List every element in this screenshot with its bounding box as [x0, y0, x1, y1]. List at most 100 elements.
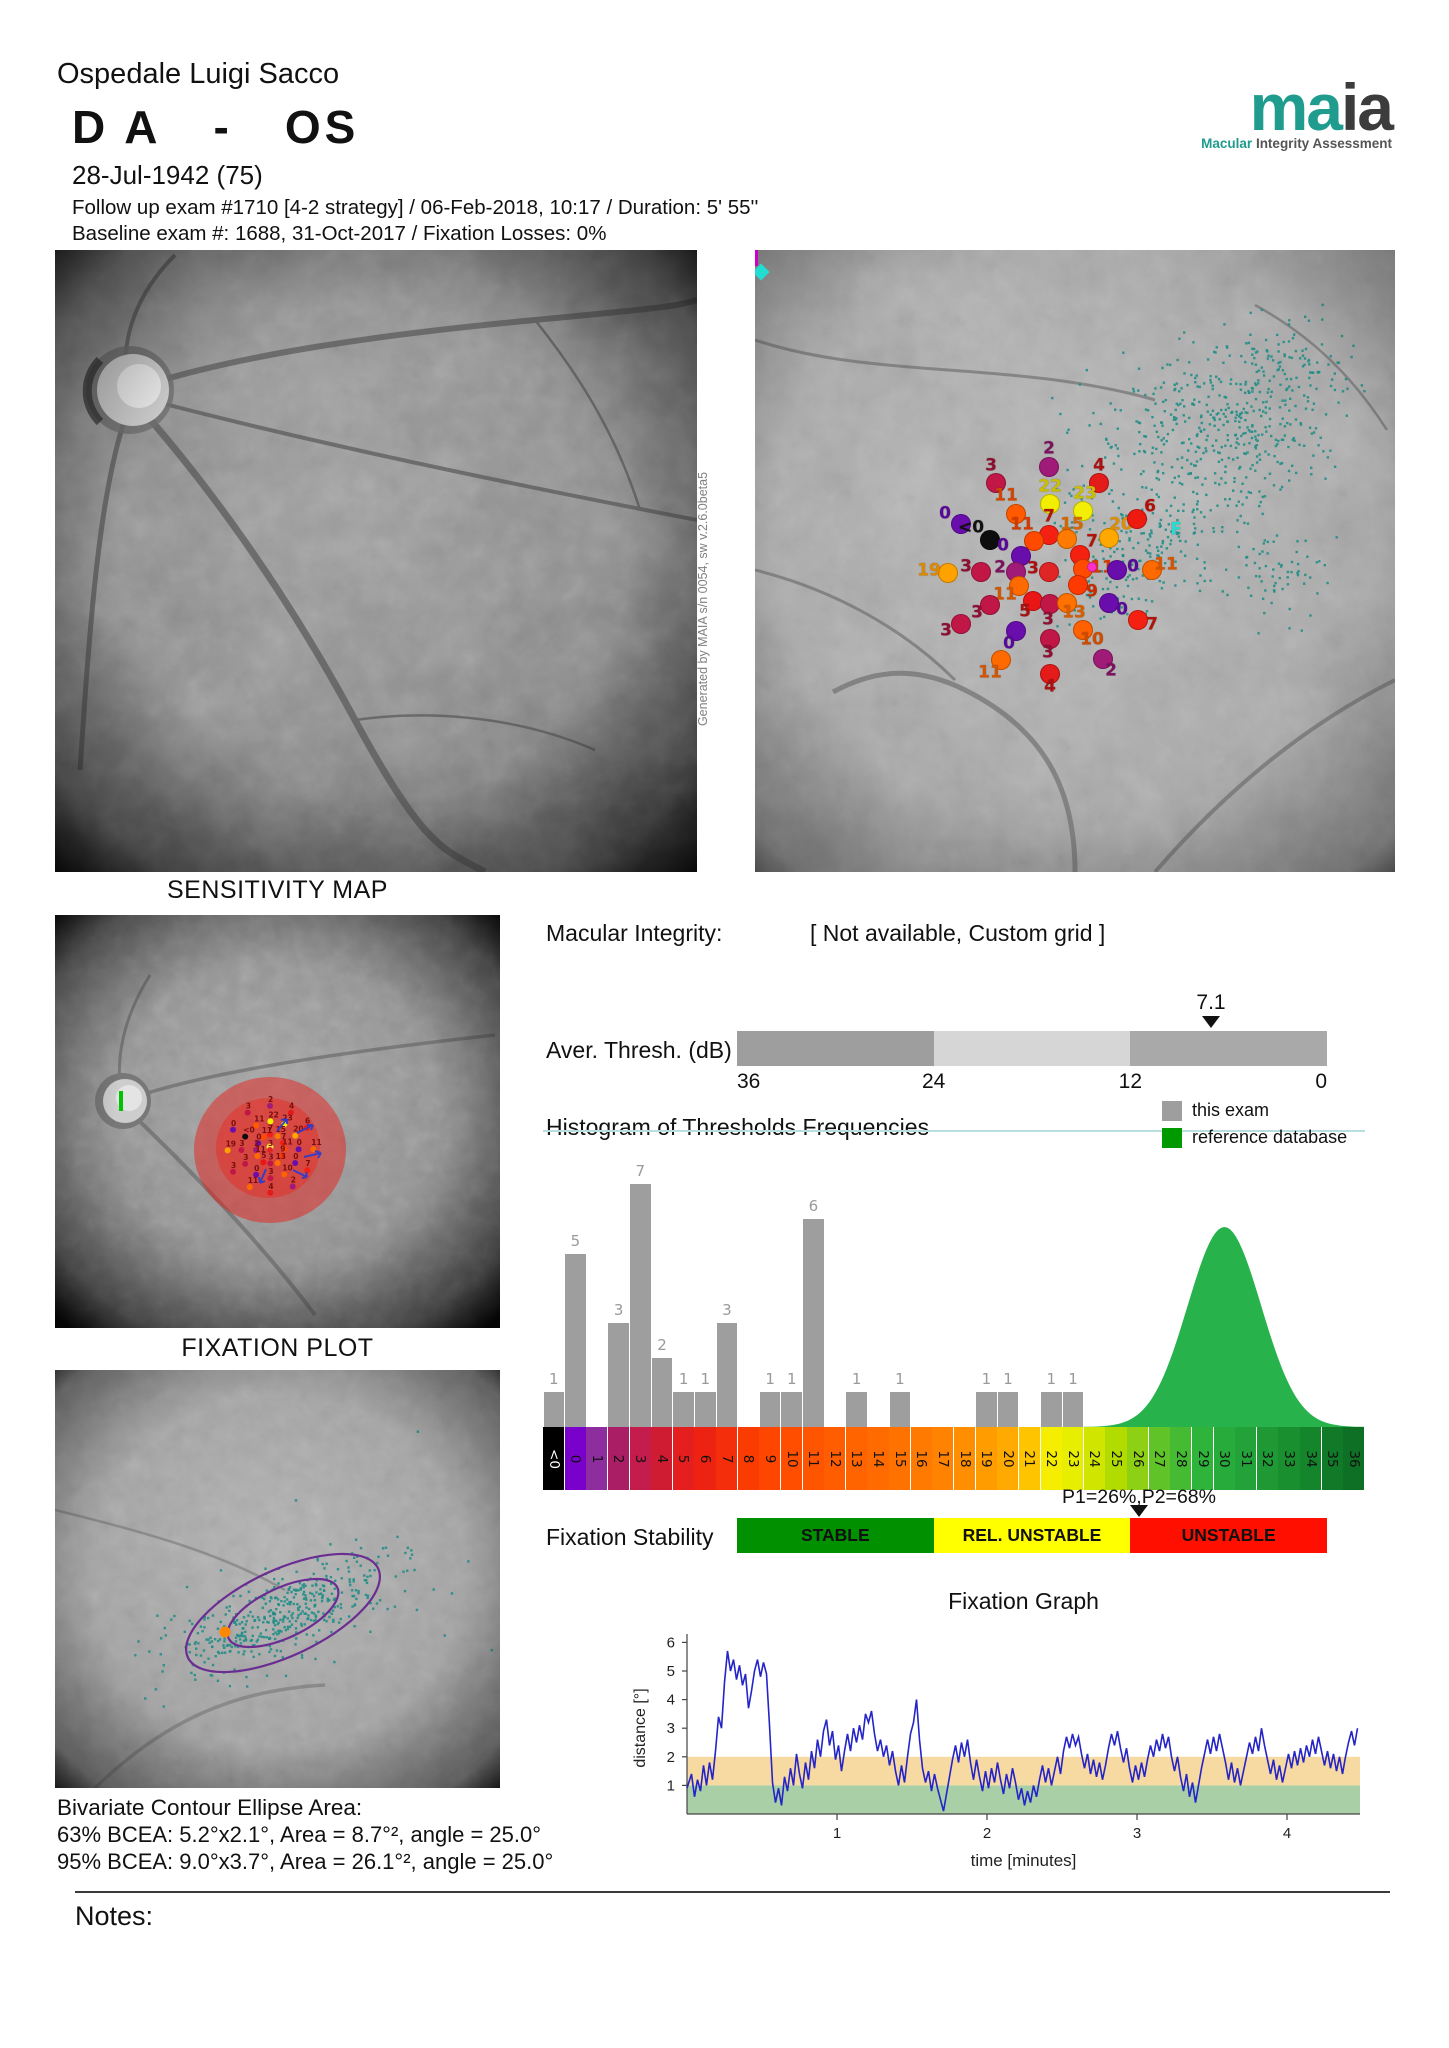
- stimulus-value-label: 7: [1043, 506, 1055, 527]
- stimulus-value-label: 0: [939, 503, 951, 524]
- histogram-axis-cell: 25: [1105, 1427, 1127, 1490]
- stimulus-point: [1057, 529, 1077, 549]
- stimulus-value-label: 2: [1043, 438, 1055, 459]
- histogram-axis-cell: 10: [780, 1427, 803, 1490]
- y-tick-label: 1: [667, 1777, 675, 1794]
- histogram-axis-cell: 34: [1300, 1427, 1322, 1490]
- histogram-bar-count: 3: [722, 1300, 732, 1319]
- stimulus-value-label: 20: [1109, 514, 1133, 535]
- histogram-axis-label: 27: [1151, 1449, 1168, 1468]
- logo-tagline-dark: Integrity Assessment: [1252, 136, 1392, 151]
- stimulus-point: [991, 650, 1011, 670]
- legend-swatch: [1162, 1127, 1182, 1148]
- histogram-axis-label: 24: [1086, 1449, 1103, 1468]
- histogram-axis-cell: 28: [1170, 1427, 1192, 1490]
- stimulus-grid-overlay: 2 3 4 22 23 11 0 <0 7 11 15 20 6 0 7 19 3 2 3 11 0 11 11 9 3 5 3 13…: [755, 250, 1395, 872]
- histogram-bar-count: 1: [700, 1370, 710, 1389]
- fixation-loss-line: [755, 250, 758, 266]
- histogram-bar-count: 1: [1046, 1370, 1057, 1389]
- stability-segment: REL. UNSTABLE: [933, 1518, 1131, 1553]
- x-tick-label: 4: [1283, 1825, 1291, 1842]
- histogram-bar-count: 2: [657, 1335, 667, 1354]
- stimulus-value-label: 3: [960, 556, 972, 577]
- logo-text-dark: ia: [1340, 70, 1394, 144]
- legend-label: reference database: [1192, 1127, 1348, 1147]
- histogram-axis-label: 9: [761, 1454, 778, 1463]
- fundus-photo-left-image: [55, 250, 697, 872]
- stimulus-value-label: 3: [971, 602, 983, 623]
- histogram-bar: [1062, 1392, 1084, 1427]
- histogram-axis-cell: 24: [1083, 1427, 1105, 1490]
- stimulus-value-label: <0: [957, 517, 985, 538]
- legend-item: reference database: [1162, 1127, 1347, 1148]
- stimulus-value-label: 4: [1044, 676, 1056, 697]
- stimulus-point: [1107, 560, 1127, 580]
- stimulus-point: [986, 473, 1006, 493]
- histogram-bar: [997, 1392, 1019, 1427]
- stimulus-point: [1039, 525, 1059, 545]
- aver-thresh-tick: 24: [921, 1070, 946, 1093]
- histogram-bar: [889, 1392, 911, 1427]
- legend-item: this exam: [1162, 1100, 1269, 1121]
- histogram-axis-cell: 32: [1256, 1427, 1278, 1490]
- stimulus-value-label: 5: [1019, 601, 1031, 622]
- histogram-axis-cell: 21: [1018, 1427, 1041, 1490]
- histogram-bar-count: 1: [1068, 1370, 1078, 1389]
- histogram-bar: [608, 1322, 630, 1427]
- x-axis-title: time [minutes]: [971, 1851, 1077, 1870]
- aver-thresh-tick: 0: [1315, 1070, 1327, 1093]
- histogram-bar-count: 1: [851, 1370, 862, 1389]
- histogram-bar: [565, 1253, 586, 1427]
- sensitivity-map-title: SENSITIVITY MAP: [167, 876, 388, 904]
- histogram-axis-label: 32: [1259, 1449, 1276, 1468]
- stimulus-value-label: 11: [994, 485, 1018, 506]
- graph-band: [687, 1756, 1360, 1786]
- stimulus-point: [1057, 593, 1077, 613]
- histogram-axis-cell: 31: [1235, 1427, 1257, 1490]
- y-tick-label: 4: [667, 1692, 675, 1709]
- fixation-graph-title: Fixation Graph: [948, 1588, 1099, 1614]
- stimulus-point: [1011, 546, 1031, 566]
- stimulus-point: [1039, 562, 1059, 582]
- stimulus-point: [1073, 501, 1093, 521]
- fixation-graph: 1 2 3 4 5 6 1 2 3 4 distance [°] time [minutes]: [632, 1634, 1360, 1870]
- fixation-stability-label: Fixation Stability: [546, 1524, 714, 1550]
- fixation-loss-dot: [1087, 562, 1097, 572]
- stimulus-value-label: 3: [985, 455, 997, 476]
- histogram-axis-cell: 22: [1040, 1427, 1062, 1490]
- bcea-63-line: 63% BCEA: 5.2°x2.1°, Area = 8.7°², angle…: [57, 1822, 542, 1847]
- stimulus-value-label: 3: [1027, 558, 1039, 579]
- notes-divider: [75, 1891, 1390, 1893]
- histogram-bar-count: 5: [570, 1231, 581, 1250]
- generated-by-watermark: Generated by MAIA s/n 0054, sw v.2.6.0be…: [696, 471, 710, 727]
- stimulus-value-label: 4: [1093, 455, 1105, 476]
- histogram-bar: [651, 1357, 673, 1427]
- histogram-axis-label: 23: [1064, 1449, 1081, 1468]
- histogram-axis-cell: 1: [586, 1427, 608, 1490]
- histogram-axis-cell: 0: [564, 1427, 586, 1490]
- fixation-plot-title: FIXATION PLOT: [181, 1334, 374, 1362]
- histogram-bar: [673, 1392, 694, 1427]
- stimulus-point: [1099, 593, 1119, 613]
- stability-marker-icon: [1129, 1505, 1148, 1517]
- stimulus-point: [1023, 591, 1043, 611]
- histogram-axis-label: 4: [653, 1454, 670, 1463]
- histogram-axis-cell: 18: [954, 1427, 976, 1490]
- stimulus-value-label: 13: [1062, 602, 1086, 623]
- histogram-axis-label: 29: [1194, 1449, 1211, 1468]
- histogram-title: Histogram of Thresholds Frequencies: [546, 1114, 930, 1140]
- y-axis-title: distance [°]: [632, 1688, 649, 1767]
- histogram-axis-label: 11: [805, 1449, 822, 1468]
- histogram-axis-cell: 30: [1213, 1427, 1235, 1490]
- fixation-distance-line: [686, 1650, 1359, 1812]
- clinic-name: Ospedale Luigi Sacco: [57, 58, 340, 90]
- y-tick-label: 5: [667, 1663, 675, 1680]
- histogram-axis-label: 30: [1216, 1449, 1233, 1468]
- stimulus-value-label: 11: [1010, 514, 1034, 535]
- histogram-axis-cell: 7: [716, 1427, 738, 1490]
- stimulus-point: [1006, 621, 1026, 641]
- histogram-axis-cell: 35: [1321, 1427, 1343, 1490]
- aver-thresh-label: Aver. Thresh. (dB): [546, 1037, 732, 1063]
- stimulus-point: [1040, 629, 1060, 649]
- histogram-axis-label: 35: [1324, 1449, 1341, 1468]
